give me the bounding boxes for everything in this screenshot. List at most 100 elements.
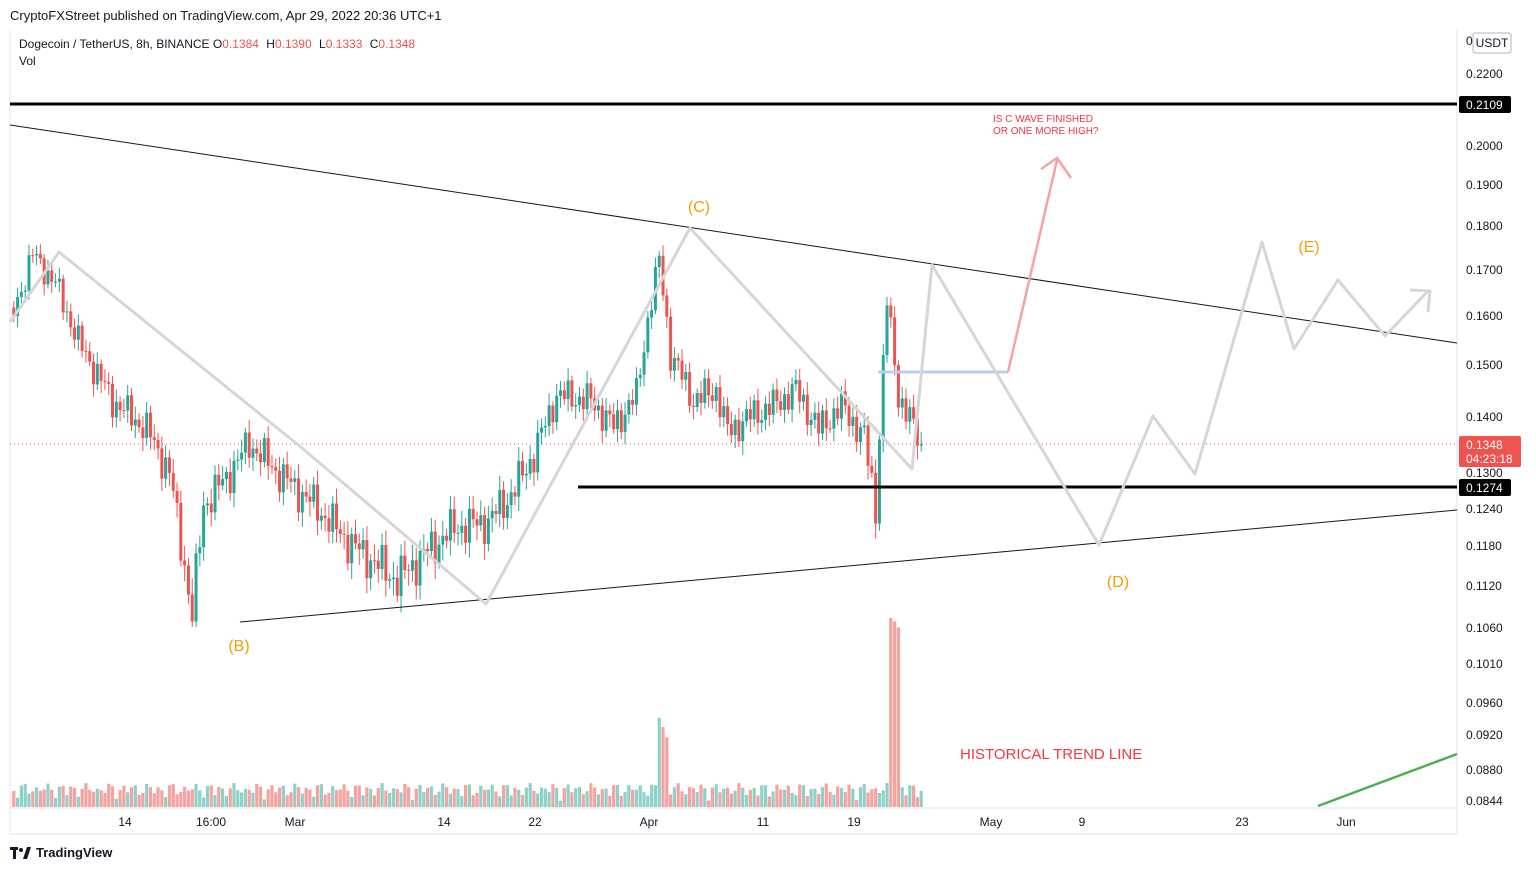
candle-body [99,363,103,381]
candle-body [802,394,806,402]
candle [528,445,532,480]
candle-body [205,503,209,506]
candle [657,250,661,278]
candle [851,407,855,437]
unit-badge-box[interactable] [1472,32,1512,54]
candle-body [38,253,42,259]
volume-bar [619,795,623,807]
volume-bar [733,790,737,807]
volume-bar [501,785,506,807]
volume-bar [604,788,608,807]
candle [133,406,137,439]
volume-bar [205,786,210,807]
candle [357,533,361,565]
candle-body [794,379,798,385]
close-label: C [369,37,379,51]
candle-body [95,363,99,385]
candle [517,447,521,512]
volume-bar [357,785,361,807]
candle-body [574,405,578,407]
candle [259,439,263,476]
volume-bar [486,789,490,807]
candle [38,244,42,265]
candle [16,287,20,328]
volume-bar [247,789,251,807]
candle [297,464,301,522]
candle [388,573,392,589]
candle [790,377,794,423]
candle-body [608,410,612,415]
volume-bar [505,785,509,807]
volume-bar [293,783,297,807]
candle [745,401,749,427]
volume-bar [779,789,783,807]
note-line-2: OR ONE MORE HIGH? [993,126,1099,137]
volume-bar [395,789,399,807]
candle [224,466,228,494]
volume-bar [627,785,631,807]
candle [175,482,179,518]
candle-body [714,387,718,401]
candle-body [327,518,331,532]
candle [365,526,369,594]
candle [802,388,806,411]
volume-bar [570,792,574,807]
y-tick-label-3: 0.1900 [1466,178,1503,192]
candle [665,288,669,328]
x-tick-3: 14 [437,815,451,829]
candle [111,375,115,428]
candle [786,381,790,415]
candle [646,311,650,359]
candle [88,342,92,367]
candle [232,450,236,508]
last-price-badge: 0.1348 [1466,438,1503,452]
close-value: 0.1348 [378,37,416,51]
volume-bar [27,793,31,807]
tradingview-branding[interactable]: TradingView [10,845,112,860]
volume-bar [631,789,635,807]
volume-bar [160,790,164,807]
candle [54,273,58,288]
wave-label-d: (D) [1107,574,1129,591]
candle-body [92,361,96,385]
candle-body [646,317,650,353]
candle-body [919,444,923,446]
candle-body [729,424,733,436]
candle-body [84,350,88,352]
y-tick-6: 0.1600 [1466,309,1503,323]
volume-bar [543,788,547,807]
candle [353,519,357,550]
candle-body [456,532,460,534]
open-value: 0.1384 [222,37,259,51]
candle [855,404,859,452]
wave-label-b: (B) [228,638,249,655]
candle-body [376,560,380,569]
volume-bar [710,787,714,807]
volume-bar [42,789,46,807]
volume-bar [566,784,570,807]
candle-body [285,464,289,479]
candle [247,420,251,468]
candle-body [31,255,35,257]
volume-bar [281,785,285,807]
volume-bar [422,792,426,807]
candle [80,321,84,358]
candle-body [243,432,247,453]
candle-body [217,474,221,486]
volume-bar [642,792,646,807]
symbol-name[interactable]: Dogecoin / TetherUS, 8h, BINANCE [19,37,210,51]
candle-body [426,548,430,552]
candle [513,485,517,506]
volume-bar [824,783,828,807]
volume-bar [312,796,316,807]
volume-legend[interactable]: Vol [19,54,36,68]
candle-body [429,531,433,552]
candle [278,456,282,502]
candle-body [12,307,16,317]
volume-bar [908,785,912,807]
candle [441,521,445,561]
candle [737,407,741,448]
volume-bar [270,785,274,807]
candle-body [312,484,316,502]
